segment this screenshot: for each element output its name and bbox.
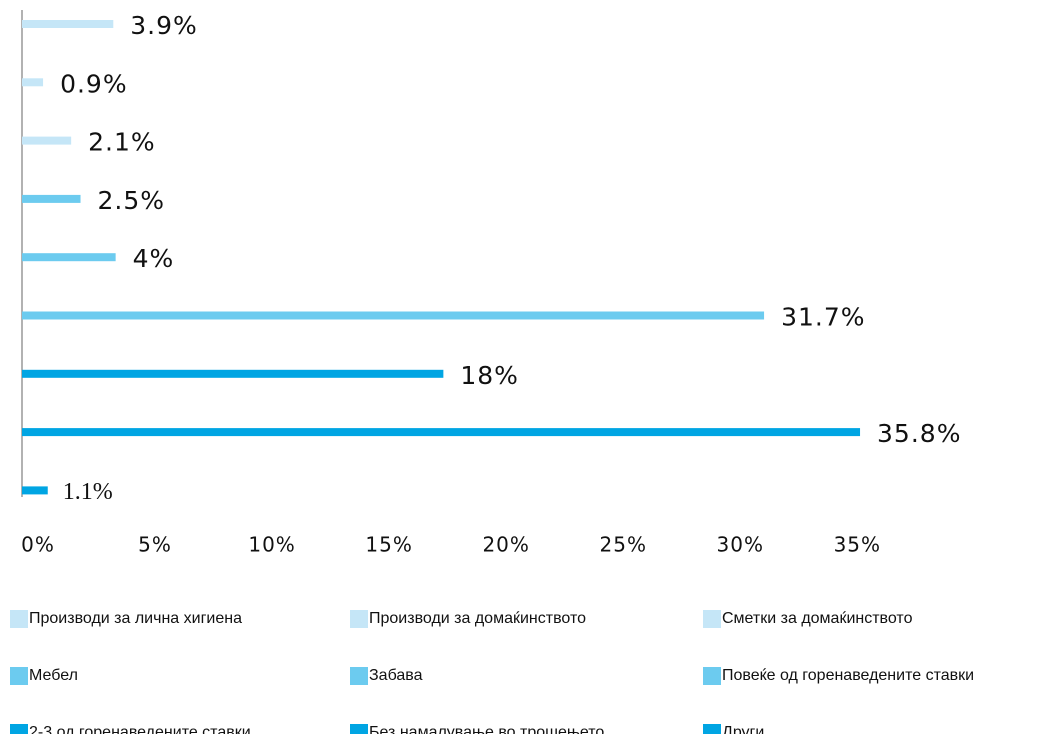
legend-label: Производи за лична хигиена <box>29 610 242 627</box>
legend-swatch <box>10 667 28 685</box>
bar <box>22 428 861 437</box>
value-label: 2.1% <box>88 128 156 157</box>
legend-swatch <box>10 724 28 734</box>
x-tick-label: 20% <box>482 533 529 557</box>
x-tick-label: 30% <box>717 533 764 557</box>
value-label: 35.8% <box>877 419 961 448</box>
x-tick-label: 0% <box>21 533 55 557</box>
legend-swatch <box>703 724 721 734</box>
value-label: 31.7% <box>781 303 865 332</box>
legend-label: Повеќе од горенаведените ставки <box>722 667 974 684</box>
bar <box>22 78 44 87</box>
x-tick-label: 35% <box>834 533 881 557</box>
legend-label: Производи за домаќинството <box>369 610 586 627</box>
legend-label: Забава <box>369 667 423 684</box>
x-tick-label: 15% <box>365 533 412 557</box>
legend-label: Мебел <box>29 667 78 684</box>
legend-label: Други <box>722 724 764 734</box>
legend-swatch <box>350 667 368 685</box>
value-label: 2.5% <box>98 186 166 215</box>
legend-label: Без намалување во трошењето <box>369 724 604 734</box>
bar <box>22 486 48 495</box>
bar <box>22 20 114 28</box>
value-label: 18% <box>460 361 519 390</box>
value-label: 4% <box>133 244 175 273</box>
x-tick-label: 10% <box>248 533 295 557</box>
legend-swatch <box>10 610 28 628</box>
bar <box>22 136 72 145</box>
legend-label: Сметки за домаќинството <box>722 610 913 627</box>
legend-swatch <box>703 667 721 685</box>
legend-swatch <box>703 610 721 628</box>
value-label: 3.9% <box>130 11 198 40</box>
value-label: 1.1% <box>63 479 113 505</box>
legend-swatch <box>350 610 368 628</box>
legend-label: 2-3 од горенаведените ставки <box>29 724 251 734</box>
x-tick-label: 5% <box>138 533 172 557</box>
bar <box>22 369 444 378</box>
legend-swatch <box>350 724 368 734</box>
bar <box>22 253 116 262</box>
x-tick-label: 25% <box>600 533 647 557</box>
bar <box>22 311 765 320</box>
bar <box>22 194 81 203</box>
value-label: 0.9% <box>60 69 128 98</box>
